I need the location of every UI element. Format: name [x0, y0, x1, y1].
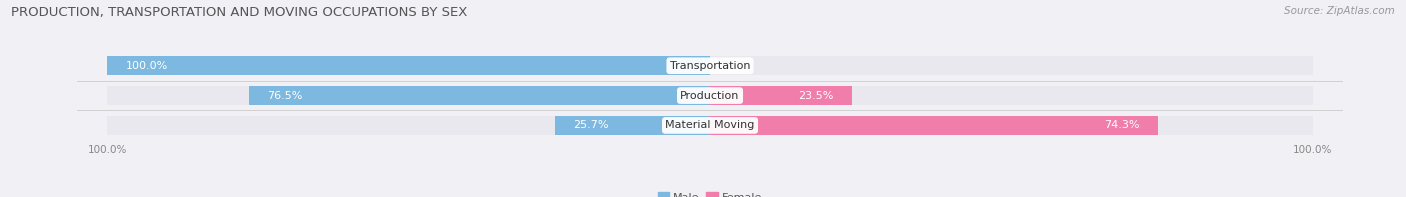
Text: 74.3%: 74.3%: [1104, 120, 1140, 130]
Bar: [555, 116, 710, 135]
Text: Material Moving: Material Moving: [665, 120, 755, 130]
Text: 23.5%: 23.5%: [799, 91, 834, 101]
Bar: [710, 57, 1313, 75]
Text: 25.7%: 25.7%: [574, 120, 609, 130]
Text: Production: Production: [681, 91, 740, 101]
Legend: Male, Female: Male, Female: [654, 188, 766, 197]
Text: 0.0%: 0.0%: [723, 61, 751, 71]
Text: Transportation: Transportation: [669, 61, 751, 71]
Text: 76.5%: 76.5%: [267, 91, 302, 101]
Text: Source: ZipAtlas.com: Source: ZipAtlas.com: [1284, 6, 1395, 16]
Text: 100.0%: 100.0%: [125, 61, 167, 71]
Bar: [107, 57, 710, 75]
Bar: [107, 57, 710, 75]
Bar: [710, 116, 1313, 135]
Text: PRODUCTION, TRANSPORTATION AND MOVING OCCUPATIONS BY SEX: PRODUCTION, TRANSPORTATION AND MOVING OC…: [11, 6, 468, 19]
Bar: [710, 116, 1157, 135]
Bar: [710, 86, 852, 105]
Bar: [107, 86, 710, 105]
Bar: [249, 86, 710, 105]
Bar: [710, 86, 1313, 105]
Bar: [107, 116, 710, 135]
